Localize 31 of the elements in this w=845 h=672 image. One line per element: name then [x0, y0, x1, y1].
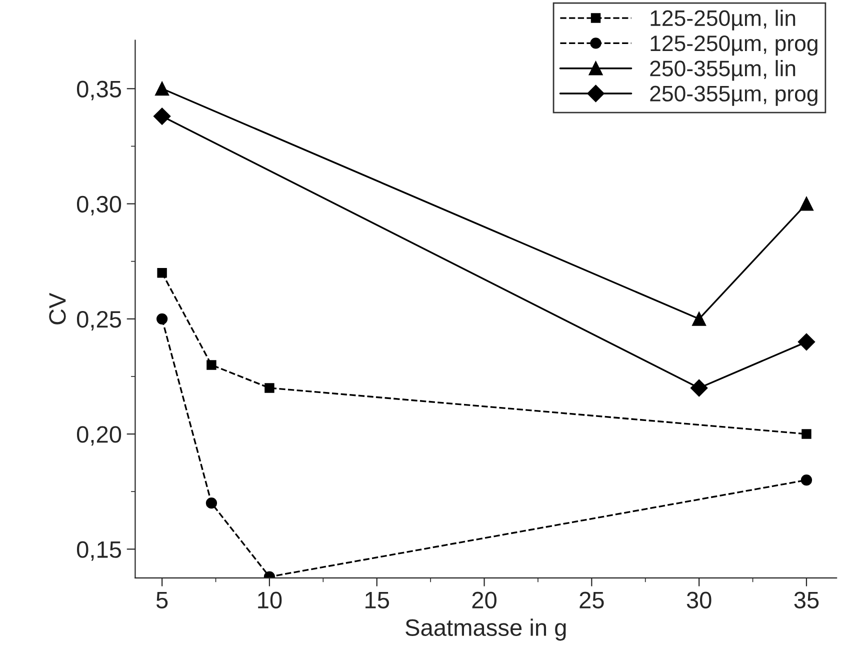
point	[800, 474, 812, 486]
y-tick-label: 0,15	[76, 541, 122, 561]
point	[798, 333, 816, 350]
legend-label: 125-250µm, lin	[650, 10, 796, 30]
x-tick-label: 30	[686, 592, 712, 608]
legend-label: 250-355µm, prog	[650, 86, 818, 106]
x-tick-label: 35	[794, 592, 819, 608]
point	[155, 82, 169, 96]
point	[800, 196, 814, 211]
y-tick-label: 0,20	[76, 426, 122, 446]
y-tick-label: 0,30	[76, 196, 122, 216]
x-tick-label: 15	[366, 592, 389, 608]
point	[692, 312, 706, 326]
point	[690, 379, 708, 397]
y-tick-label: 0,35	[76, 80, 122, 100]
x-tick-label: 20	[472, 592, 496, 608]
y-axis-title: CV	[49, 292, 66, 324]
point	[206, 498, 218, 509]
y-tick-label: 0,25	[76, 310, 122, 330]
x-tick-label: 25	[580, 592, 604, 608]
x-axis-title: Saatmasse in g	[406, 618, 566, 641]
point	[154, 108, 171, 125]
x-tick-label: 10	[258, 592, 282, 608]
legend-label: 250-355µm, lin	[650, 60, 796, 81]
legend-label: 125-250µm, prog	[650, 35, 818, 56]
point	[156, 313, 168, 324]
point	[206, 360, 216, 370]
x-tick-label: 5	[156, 592, 168, 608]
point	[802, 429, 812, 439]
point	[264, 383, 274, 393]
point	[157, 268, 167, 278]
